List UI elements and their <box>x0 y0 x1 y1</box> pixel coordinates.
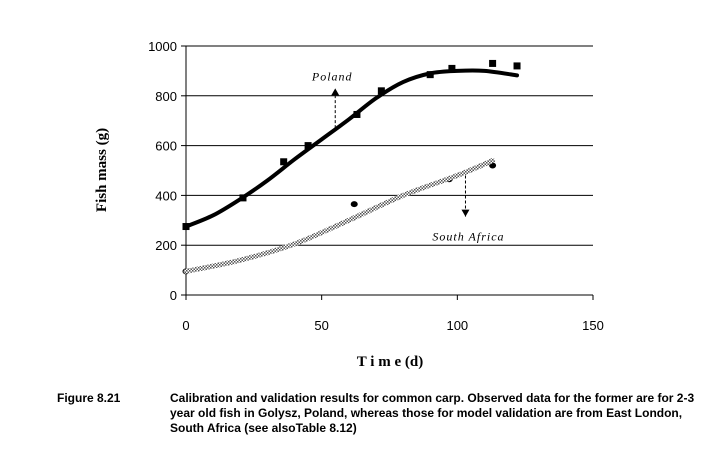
figure-caption: Figure 8.21 Calibration and validation r… <box>57 391 697 436</box>
annotation-label: Poland <box>311 69 353 83</box>
y-axis-label: Fish mass (g) <box>94 128 110 212</box>
arrowhead <box>461 209 470 217</box>
poland-observed-point <box>280 158 288 166</box>
x-tick-label: 0 <box>182 318 189 333</box>
poland-observed-point <box>448 64 456 72</box>
caption-text: Calibration and validation results for c… <box>170 391 695 435</box>
annotation-label: South Africa <box>432 230 504 244</box>
y-tick-label: 1000 <box>148 39 177 54</box>
poland-observed-point <box>377 87 385 95</box>
fish-mass-chart: 0 200 400 600 800 1000 0 50 100 150 Poland South A… <box>94 39 604 370</box>
x-tick-label: 100 <box>446 318 468 333</box>
caption-number: Figure 8.21 <box>57 391 121 405</box>
y-tick-label: 400 <box>155 188 177 203</box>
y-tick-label: 200 <box>155 238 177 253</box>
south-africa-model-line <box>183 158 496 274</box>
x-tick-label: 50 <box>314 318 328 333</box>
x-tick-label: 150 <box>582 318 604 333</box>
x-axis-label: T i m e (d) <box>357 354 423 370</box>
y-tick-label: 800 <box>155 89 177 104</box>
poland-observed-point <box>513 62 521 70</box>
poland-observed-point <box>489 59 497 67</box>
y-tick-label: 600 <box>155 139 177 154</box>
poland-model-line <box>184 68 520 229</box>
arrowhead <box>331 88 340 96</box>
south-africa-observed-point <box>350 201 358 208</box>
poland-observed-point <box>304 142 312 150</box>
y-tick-label: 0 <box>170 288 177 303</box>
